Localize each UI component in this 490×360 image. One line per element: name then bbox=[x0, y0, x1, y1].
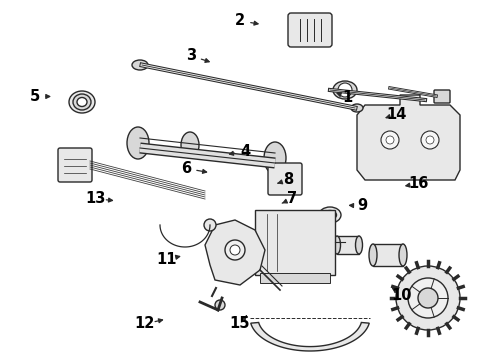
Text: 11: 11 bbox=[156, 252, 177, 267]
Circle shape bbox=[418, 288, 438, 308]
Bar bbox=[337, 236, 359, 254]
Circle shape bbox=[215, 300, 225, 310]
Bar bbox=[373, 244, 403, 266]
Ellipse shape bbox=[264, 142, 286, 174]
Ellipse shape bbox=[323, 211, 337, 220]
Circle shape bbox=[381, 131, 399, 149]
Bar bbox=[260, 273, 330, 283]
Circle shape bbox=[204, 219, 216, 231]
Text: 16: 16 bbox=[409, 176, 429, 191]
Text: 13: 13 bbox=[85, 191, 106, 206]
Circle shape bbox=[230, 245, 240, 255]
Ellipse shape bbox=[73, 94, 91, 110]
Circle shape bbox=[421, 131, 439, 149]
Text: 3: 3 bbox=[186, 48, 196, 63]
Text: 12: 12 bbox=[134, 316, 155, 332]
Text: 10: 10 bbox=[392, 288, 412, 303]
Circle shape bbox=[225, 240, 245, 260]
Text: 6: 6 bbox=[181, 161, 191, 176]
Text: 7: 7 bbox=[287, 191, 297, 206]
Ellipse shape bbox=[77, 98, 87, 107]
Text: 15: 15 bbox=[229, 316, 249, 332]
Text: 4: 4 bbox=[240, 144, 250, 159]
Ellipse shape bbox=[334, 236, 341, 254]
Text: 1: 1 bbox=[343, 90, 353, 105]
Ellipse shape bbox=[333, 81, 357, 99]
Bar bbox=[255, 210, 335, 275]
Circle shape bbox=[386, 136, 394, 144]
FancyBboxPatch shape bbox=[288, 13, 332, 47]
Polygon shape bbox=[205, 220, 265, 285]
Circle shape bbox=[408, 278, 448, 318]
Ellipse shape bbox=[319, 207, 341, 223]
Ellipse shape bbox=[369, 244, 377, 266]
FancyBboxPatch shape bbox=[58, 148, 92, 182]
Text: 14: 14 bbox=[387, 107, 407, 122]
FancyBboxPatch shape bbox=[268, 163, 302, 195]
Circle shape bbox=[338, 83, 352, 97]
Polygon shape bbox=[357, 95, 460, 180]
Circle shape bbox=[396, 266, 460, 330]
Ellipse shape bbox=[132, 60, 148, 70]
Ellipse shape bbox=[399, 244, 407, 266]
Text: 8: 8 bbox=[283, 172, 293, 188]
Ellipse shape bbox=[69, 91, 95, 113]
Polygon shape bbox=[251, 323, 369, 351]
FancyBboxPatch shape bbox=[434, 90, 450, 103]
Circle shape bbox=[426, 136, 434, 144]
Ellipse shape bbox=[351, 104, 363, 112]
Ellipse shape bbox=[181, 132, 199, 158]
Ellipse shape bbox=[356, 236, 363, 254]
Text: 9: 9 bbox=[358, 198, 368, 213]
Text: 2: 2 bbox=[235, 13, 245, 28]
Text: 5: 5 bbox=[30, 89, 40, 104]
Ellipse shape bbox=[127, 127, 149, 159]
